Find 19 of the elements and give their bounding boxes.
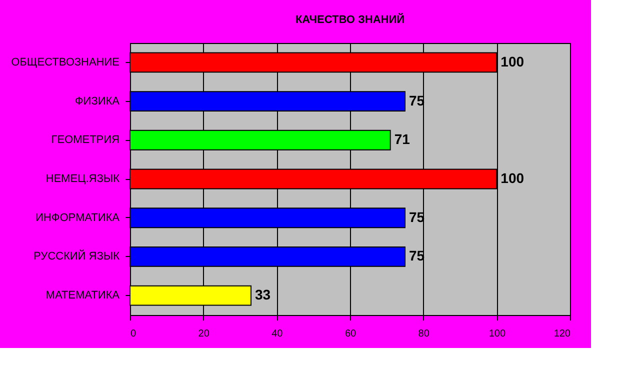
y-tick-label: ИНФОРМАТИКА: [36, 212, 120, 224]
data-label: 33: [255, 286, 271, 303]
x-tick-label: 0: [130, 328, 136, 340]
x-tick-label: 20: [198, 328, 210, 340]
x-tick-label: 40: [272, 328, 284, 340]
y-tick-label: НЕМЕЦ.ЯЗЫК: [46, 173, 120, 185]
data-label: 71: [394, 131, 410, 148]
y-tick-label: МАТЕМАТИКА: [46, 290, 120, 302]
y-tick-label: ФИЗИКА: [74, 95, 120, 108]
x-tick-label: 80: [418, 328, 430, 340]
y-tick-label: ГЕОМЕТРИЯ: [51, 134, 120, 146]
y-tick-label: РУССКИЙ ЯЗЫК: [34, 250, 120, 263]
x-tick-label: 120: [554, 328, 571, 340]
y-tick-label: ОБЩЕСТВОЗНАНИЕ: [11, 56, 120, 68]
x-tick-label: 60: [344, 328, 356, 340]
data-label: 100: [500, 53, 524, 70]
x-tick-label: 100: [488, 328, 506, 340]
chart-title: КАЧЕСТВО ЗНАНИЙ: [295, 13, 405, 26]
data-label: 100: [500, 170, 524, 186]
